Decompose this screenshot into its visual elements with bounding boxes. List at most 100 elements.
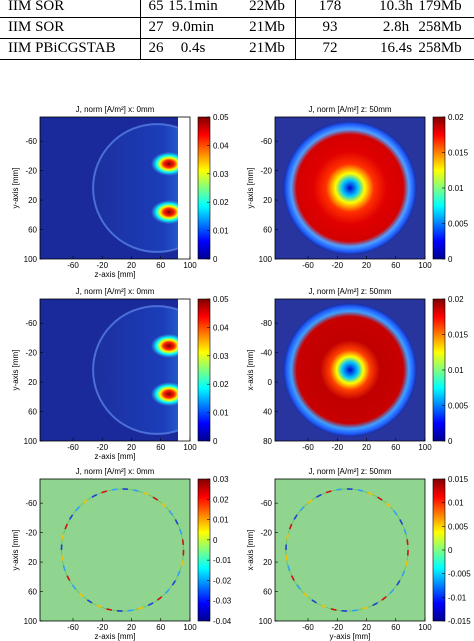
y-tick-label: -40 (260, 349, 272, 358)
x-tick-label: 20 (127, 261, 136, 270)
residual-mark (372, 602, 378, 607)
table-cell: 21Mb (249, 19, 285, 35)
residual-mark (71, 584, 77, 590)
colorbar-tick-label: 0.01 (448, 499, 464, 508)
residual-mark (82, 499, 89, 504)
x-tick-label: -20 (331, 623, 343, 632)
table-divider (140, 0, 141, 59)
x-tick-label: -60 (302, 261, 314, 270)
x-tick-label: 100 (418, 623, 432, 632)
residual-mark (152, 496, 159, 501)
table-cell: 65 (148, 0, 164, 14)
residual-mark (288, 523, 293, 530)
colorbar-tick-label: 0.05 (213, 113, 229, 122)
residual-mark (307, 499, 313, 504)
plot-frame (274, 116, 426, 260)
plot-title: J, norm [A/m²] z: 50mm (308, 287, 391, 296)
colorbar-tick-label: 0.02 (213, 198, 229, 207)
figure-panel: J, norm [A/m²] x: 0mm -60 -20 20 60 100 -60 -20… (11, 287, 229, 461)
table-cell: 0.4s (180, 40, 206, 56)
colorbar-tick-label: 0.03 (213, 170, 229, 179)
residual-mark (66, 575, 71, 581)
domain-disc (283, 121, 417, 255)
domain-rim (92, 305, 190, 435)
y-tick-label: -60 (260, 499, 272, 508)
residual-mark (293, 514, 298, 520)
residual-mark (381, 596, 387, 601)
residual-mark (287, 565, 291, 572)
colorbar-tick-label: 0.01 (448, 366, 464, 375)
table-cell: IIM SOR (8, 0, 65, 14)
residual-mark (367, 491, 374, 496)
x-tick-label: -60 (67, 261, 79, 270)
colorbar-tick-label: 0 (448, 437, 453, 446)
residual-mark (111, 488, 118, 491)
colorbar-tick-label: 0.015 (448, 331, 469, 340)
x-tick-label: 60 (156, 261, 165, 270)
table-cell: 9.0min (171, 19, 215, 35)
residual-mark (177, 570, 181, 577)
residual-mark (330, 608, 337, 611)
x-tick-label: -20 (96, 443, 108, 452)
colorbar-tick-label: -0.015 (448, 617, 471, 626)
residual-mark (401, 570, 406, 577)
plot-title: J, norm [A/m²] x: 0mm (76, 105, 155, 114)
y-tick-label: -60 (260, 137, 272, 146)
x-tick-label: 20 (362, 261, 371, 270)
colorbar-tick-label: 0.02 (213, 495, 229, 504)
colorbar-tick-label: 0.02 (213, 380, 229, 389)
y-tick-label: -20 (25, 529, 37, 538)
residual-mark (181, 539, 185, 545)
y-tick-label: 60 (28, 226, 37, 235)
residual-mark (106, 608, 113, 611)
table-cell: 10.3h (379, 0, 413, 14)
plot-area (40, 479, 190, 621)
y-axis-label: y-axis [mm] (246, 168, 255, 209)
residual-mark (352, 609, 358, 612)
colorbar-tick-label: 0 (213, 255, 218, 264)
residual-mark (377, 496, 383, 501)
plot-title: J, norm [A/m²] x: 0mm (76, 287, 155, 296)
residual-mark (389, 588, 395, 594)
table-cell: 72 (322, 40, 338, 56)
x-axis-label: z-axis [mm] (95, 632, 136, 641)
x-tick-label: 60 (391, 443, 400, 452)
residual-mark (405, 560, 408, 567)
colorbar-tick-label: 0.005 (448, 220, 469, 229)
plot-title: J, norm [A/m²] z: 50mm (308, 105, 391, 114)
table-cell: 21Mb (249, 40, 285, 56)
residual-mark (91, 493, 98, 498)
table-cell: 2.8h (382, 19, 410, 35)
table-row: IIM SOR 65 15.1min 22Mb 178 10.3h 179Mb (0, 0, 474, 17)
table-rule (0, 38, 474, 39)
y-tick-label: -60 (25, 137, 37, 146)
colorbar-tick-label: 0.005 (448, 522, 469, 531)
residual-mark (86, 599, 93, 604)
table-rule (0, 17, 474, 18)
table-cell: 258Mb (418, 40, 462, 56)
residual-mark (96, 604, 102, 609)
table-row: IIM SOR 27 9.0min 21Mb 93 2.8h 258Mb (0, 17, 474, 38)
figure-panel: J, norm [A/m²] z: 50mm -60 -20 20 60 100 -60 -2… (246, 467, 471, 641)
x-tick-label: -60 (67, 443, 79, 452)
residual-mark (357, 489, 364, 492)
plot-frame (274, 478, 426, 622)
table-rule (0, 59, 474, 60)
y-axis-label: x-axis [mm] (246, 350, 255, 391)
domain-disc (283, 303, 417, 437)
residual-mark (303, 592, 309, 598)
residual-mark (299, 506, 305, 512)
residual-mark (78, 592, 84, 598)
plot-blank (178, 299, 190, 441)
residual-mark (296, 584, 301, 590)
x-tick-label: 60 (391, 623, 400, 632)
plot-area (275, 479, 425, 621)
table-cell: IIM SOR (8, 19, 65, 35)
colorbar-tick-label: 0.03 (213, 352, 229, 361)
y-tick-label: -60 (25, 319, 37, 328)
y-tick-label: 40 (263, 408, 272, 417)
colorbar-tick-label: 0.04 (213, 323, 229, 332)
y-tick-label: 100 (259, 255, 273, 264)
y-tick-label: 60 (28, 408, 37, 417)
